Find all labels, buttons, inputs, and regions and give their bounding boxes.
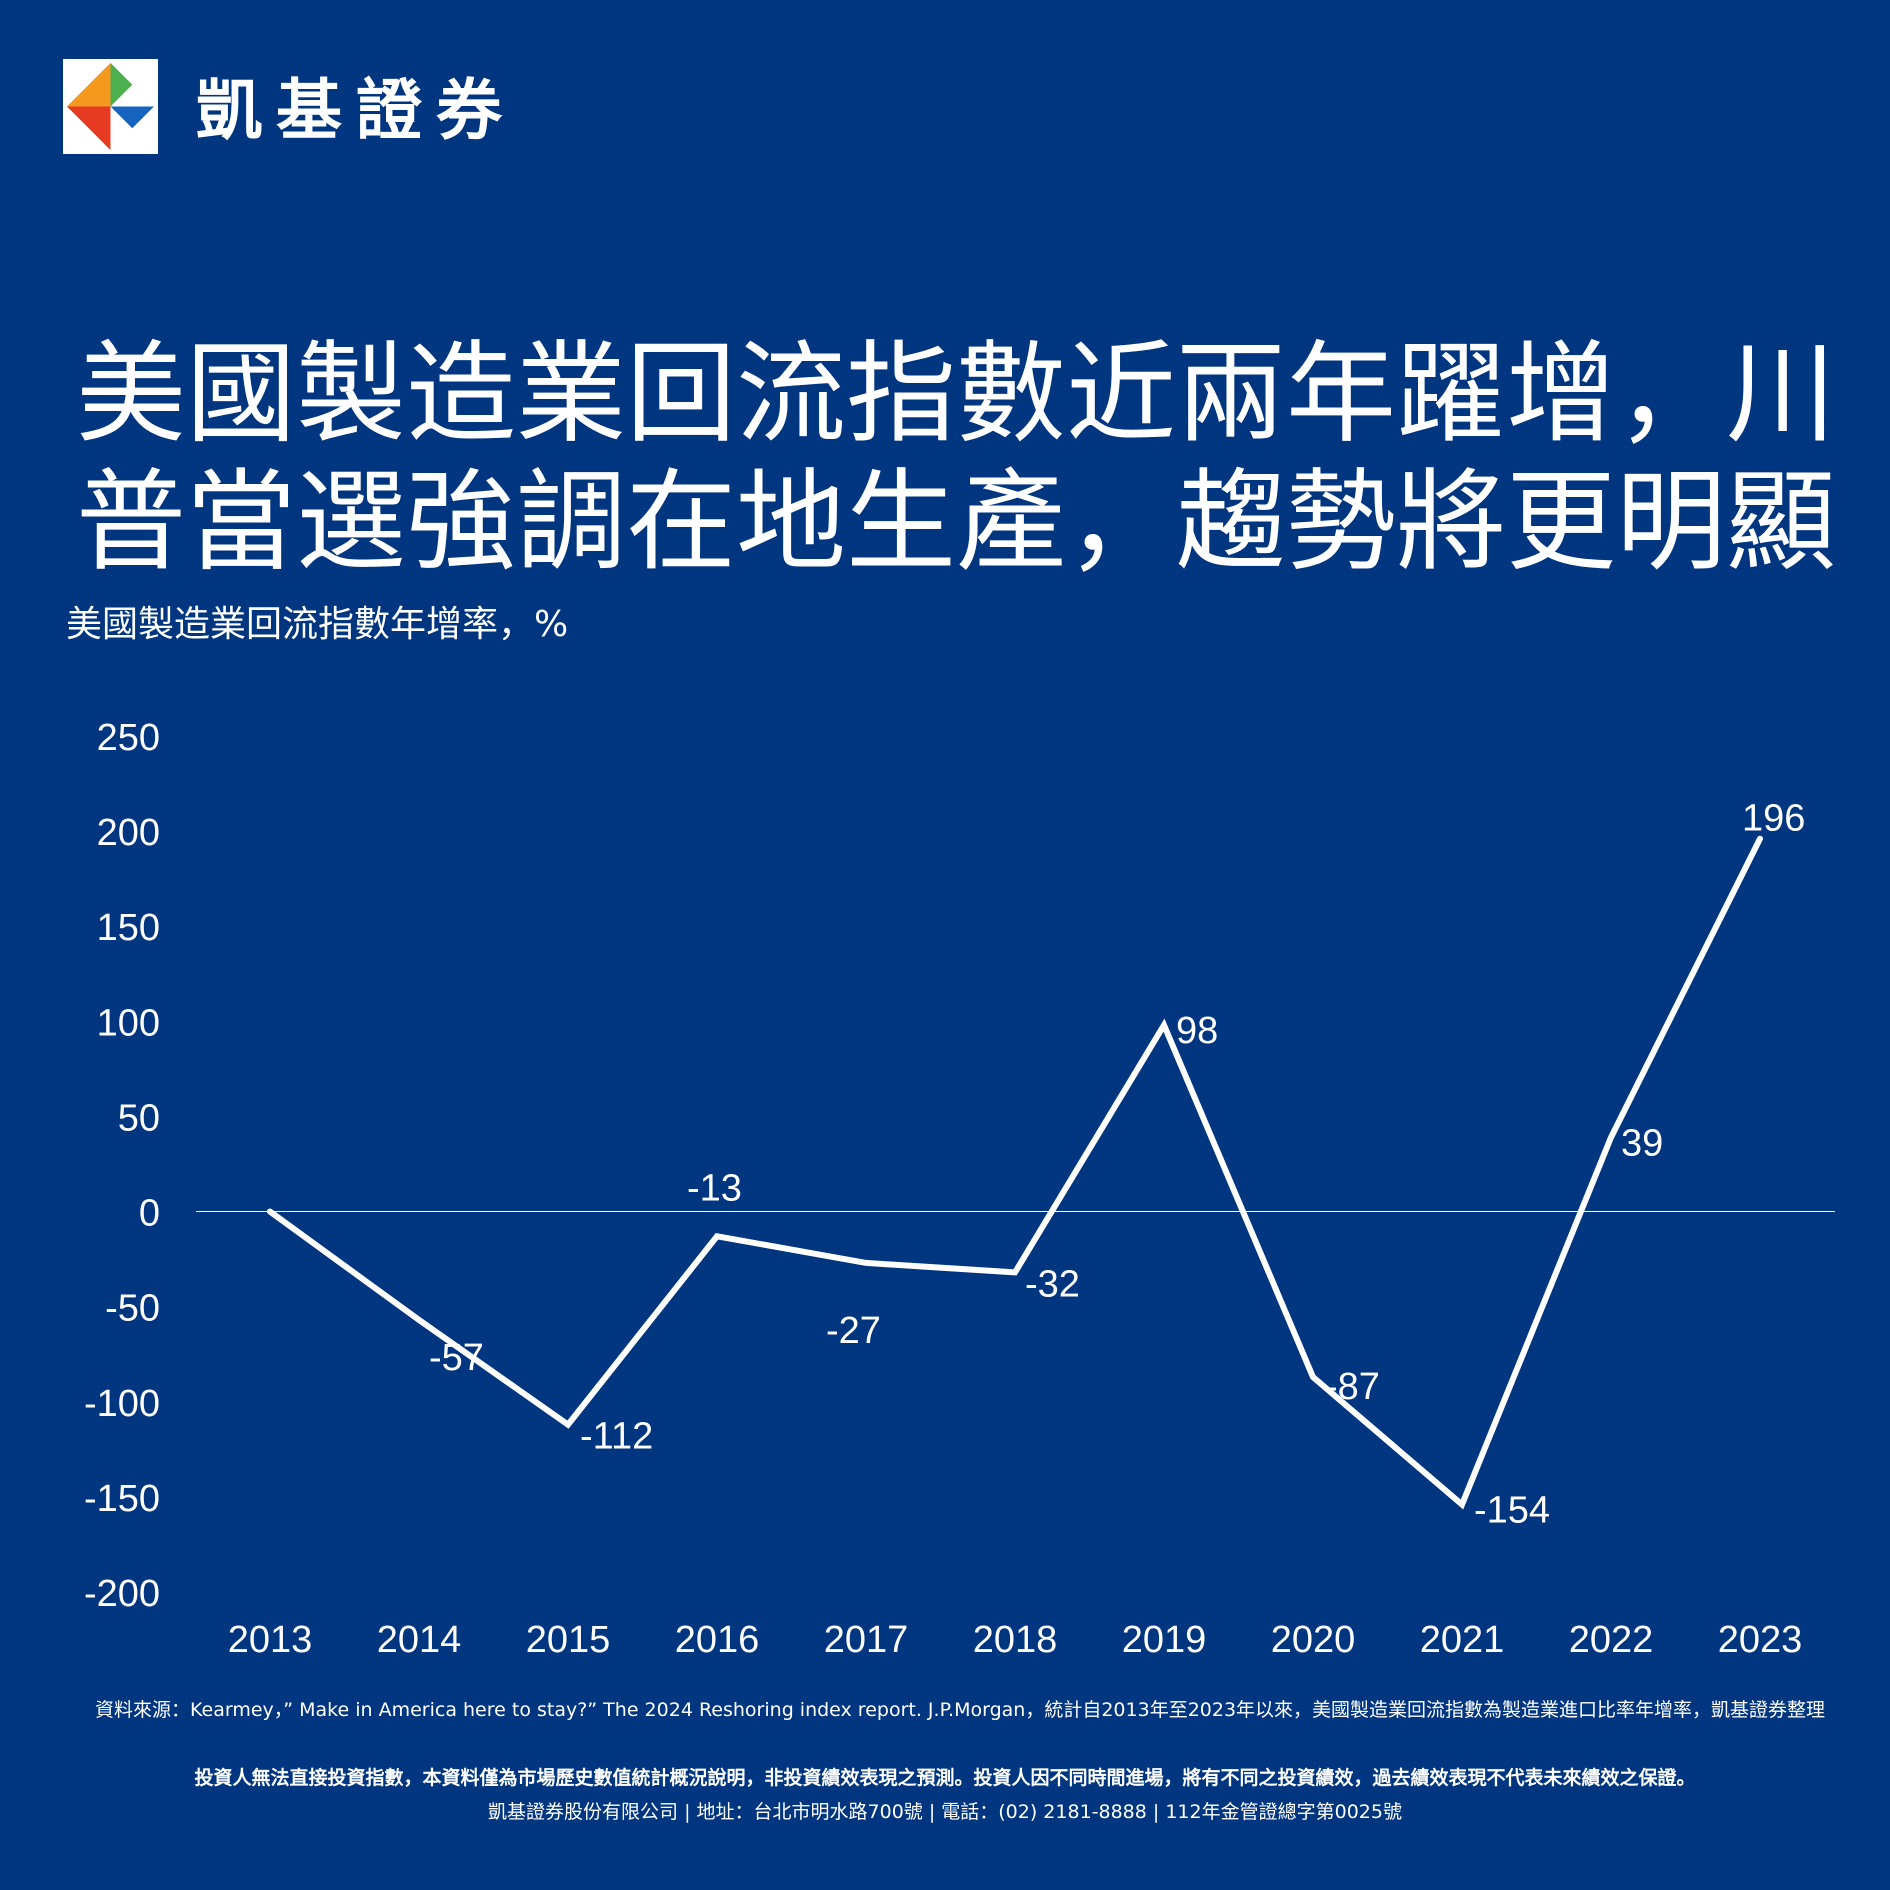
x-tick-label-2017: 2017 bbox=[824, 1619, 909, 1661]
data-label-2023: 196 bbox=[1742, 798, 1805, 840]
company-info: 凱基證券股份有限公司 | 地址：台北市明水路700號 | 電話：(02) 218… bbox=[488, 1801, 1402, 1823]
data-label-2021: -154 bbox=[1474, 1489, 1550, 1531]
kgi-diamond-logo-icon bbox=[66, 62, 155, 151]
headline-line-1: 美國製造業回流指數近兩年躍增，川 bbox=[76, 330, 1836, 458]
data-label-2018: -32 bbox=[1025, 1263, 1080, 1305]
x-tick-label-2022: 2022 bbox=[1569, 1619, 1654, 1661]
x-tick-label-2023: 2023 bbox=[1718, 1619, 1803, 1661]
x-tick-label-2015: 2015 bbox=[526, 1619, 611, 1661]
y-tick-label-2: 150 bbox=[97, 907, 160, 949]
x-tick-label-2016: 2016 bbox=[675, 1619, 760, 1661]
y-tick-label-5: 0 bbox=[139, 1193, 160, 1235]
source-note: 資料來源：Kearmey，” Make in America here to s… bbox=[95, 1699, 1826, 1721]
y-tick-label-9: -200 bbox=[84, 1573, 160, 1615]
brand-name: 凱基證券 bbox=[196, 72, 516, 149]
data-label-2022: 39 bbox=[1621, 1122, 1663, 1164]
data-label-2017: -27 bbox=[826, 1310, 881, 1352]
headline: 美國製造業回流指數近兩年躍增，川 普當選強調在地生產，趨勢將更明顯 bbox=[76, 330, 1866, 586]
x-tick-label-2020: 2020 bbox=[1271, 1619, 1356, 1661]
x-tick-label-2014: 2014 bbox=[377, 1619, 462, 1661]
x-tick-label-2021: 2021 bbox=[1420, 1619, 1505, 1661]
y-tick-label-1: 200 bbox=[97, 812, 160, 854]
y-tick-label-3: 100 bbox=[97, 1002, 160, 1044]
y-tick-label-0: 250 bbox=[97, 717, 160, 759]
data-label-2015: -112 bbox=[580, 1416, 653, 1458]
y-tick-label-8: -150 bbox=[84, 1478, 160, 1520]
y-tick-label-7: -100 bbox=[84, 1383, 160, 1425]
chart-subtitle: 美國製造業回流指數年增率，% bbox=[66, 604, 569, 645]
line-chart: 250 200 150 100 50 0 -50 -100 -150 -200 2013 2014 20… bbox=[84, 717, 1835, 1661]
x-tick-label-2018: 2018 bbox=[973, 1619, 1058, 1661]
headline-line-2: 普當選強調在地生產，趨勢將更明顯 bbox=[76, 458, 1836, 586]
data-label-2019: 98 bbox=[1176, 1010, 1218, 1052]
y-tick-label-4: 50 bbox=[118, 1097, 160, 1139]
brand-logo bbox=[63, 59, 158, 154]
y-tick-label-6: -50 bbox=[105, 1288, 160, 1330]
data-label-2020: -87 bbox=[1325, 1366, 1380, 1408]
data-label-2014: -57 bbox=[429, 1337, 484, 1379]
disclaimer: 投資人無法直接投資指數，本資料僅為市場歷史數值統計概況說明，非投資績效表現之預測… bbox=[194, 1767, 1696, 1789]
series-line bbox=[267, 835, 1763, 1510]
x-tick-label-2019: 2019 bbox=[1122, 1619, 1207, 1661]
data-label-2016: -13 bbox=[687, 1167, 742, 1209]
x-tick-label-2013: 2013 bbox=[228, 1619, 313, 1661]
